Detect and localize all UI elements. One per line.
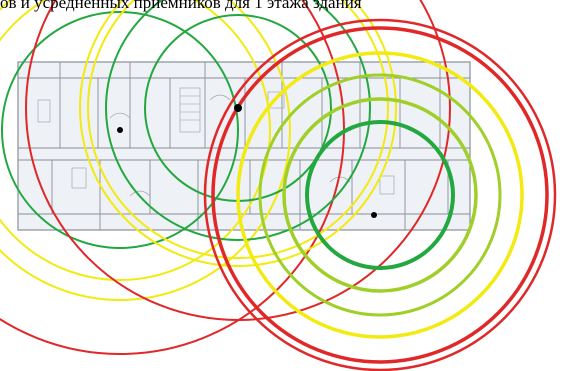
receiver-2-red-zone <box>25 0 451 321</box>
diagram-title: ов и усредненных приемников для 1 этажа … <box>0 0 362 12</box>
receiver-1-yellow-zone-inner <box>0 0 271 281</box>
receiver-points <box>117 104 377 218</box>
receiver-3 <box>371 212 377 218</box>
receiver-2 <box>234 104 242 112</box>
receiver-1-green-zone <box>1 11 239 249</box>
receiver-3-red-zone-outer <box>203 18 557 371</box>
receiver-2-yellow-zone-outer <box>79 0 397 267</box>
receiver-3-yellow-zone <box>236 51 524 339</box>
receiver-3-red-zone-inner <box>211 26 549 364</box>
receiver-2-green-zone-outer <box>105 0 371 241</box>
receiver-3-lime-zone-outer <box>258 73 502 317</box>
receiver-1-yellow-zone-outer <box>0 0 291 301</box>
receiver-3-lime-zone-inner <box>282 97 478 293</box>
receiver-1 <box>117 127 123 133</box>
receiver-2-yellow-zone-inner <box>87 0 389 259</box>
floor-plan <box>17 61 471 231</box>
receiver-3-green-zone <box>305 120 455 270</box>
